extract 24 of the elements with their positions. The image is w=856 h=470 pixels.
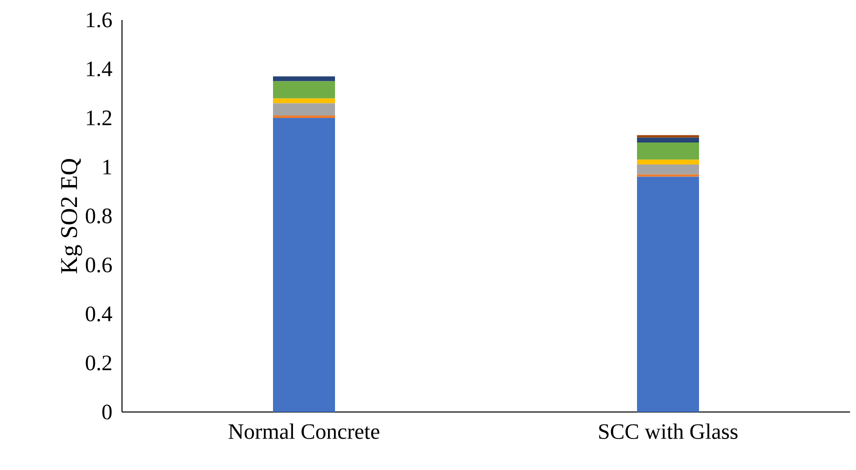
x-tick-label: SCC with Glass [599, 424, 738, 440]
y-tick-label: 0 [102, 404, 112, 420]
y-tick-label: 0.2 [86, 356, 112, 370]
bar [273, 81, 336, 98]
y-tick-label: 0.8 [86, 208, 112, 224]
y-axis-title: Kg SO2 EQ [61, 158, 82, 274]
y-tick-label: 1 [103, 160, 112, 174]
bar [637, 164, 700, 174]
bar [273, 103, 336, 116]
bar [637, 135, 700, 138]
y-tick-label: 1.6 [86, 12, 112, 28]
y-tick-label: 1.4 [86, 62, 112, 76]
y-tick-label: 0.4 [86, 306, 112, 322]
bar [637, 174, 700, 177]
y-tick-label: 1.2 [86, 110, 112, 126]
y-tick-label: 0.6 [86, 258, 112, 272]
bar [637, 176, 700, 412]
bar [273, 98, 336, 104]
x-tick-label: Normal Concrete [228, 424, 380, 440]
bar [273, 118, 336, 412]
bar [273, 76, 336, 82]
bar [637, 160, 700, 165]
bar [637, 142, 700, 160]
bar [637, 138, 700, 142]
